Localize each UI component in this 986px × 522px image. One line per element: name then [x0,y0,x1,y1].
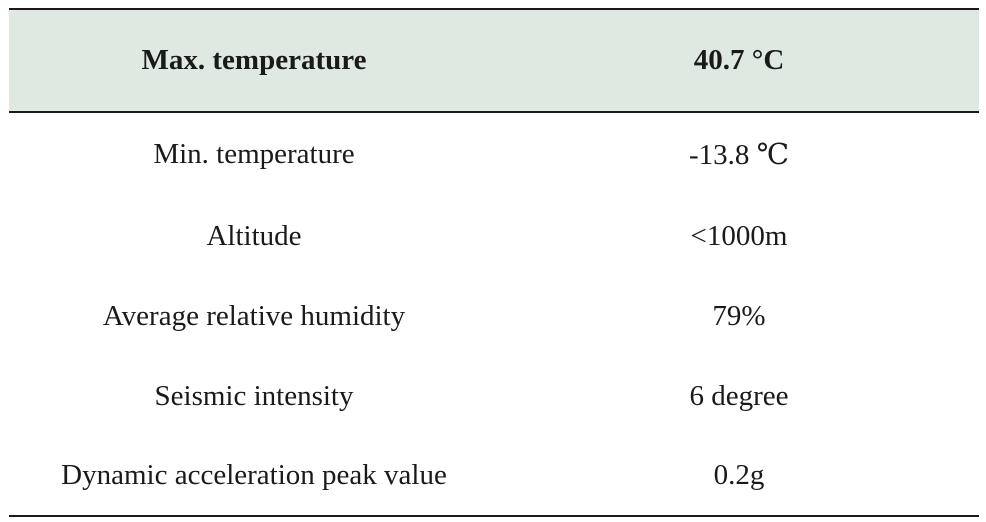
table-row: Dynamic acceleration peak value 0.2g [9,436,979,516]
table-header-row: Max. temperature 40.7 °C [9,9,979,112]
row-value-cell: -13.8 ℃ [688,139,790,171]
environment-parameters-table-container: Max. temperature 40.7 °C Min. temperatur… [9,8,979,517]
environment-parameters-table: Max. temperature 40.7 °C Min. temperatur… [9,8,979,517]
row-value-cell: 6 degree [689,379,789,412]
table-row: Average relative humidity 79% [9,276,979,356]
row-label-cell: Average relative humidity [102,299,406,332]
row-label-cell: Seismic intensity [154,379,354,412]
table-body: Min. temperature -13.8 ℃ Altitude <1000m… [9,112,979,516]
row-label-cell: Min. temperature [153,138,355,170]
row-value-cell: <1000m [690,219,788,252]
header-label-cell: Max. temperature [141,44,367,76]
row-label-cell: Altitude [206,219,302,252]
row-label-cell: Dynamic acceleration peak value [61,459,447,491]
row-value-cell: 0.2g [713,459,765,491]
table-header: Max. temperature 40.7 °C [9,9,979,112]
table-row: Altitude <1000m [9,196,979,276]
header-value-cell: 40.7 °C [693,44,785,76]
table-row: Seismic intensity 6 degree [9,356,979,436]
table-row: Min. temperature -13.8 ℃ [9,112,979,196]
row-value-cell: 79% [712,299,766,332]
